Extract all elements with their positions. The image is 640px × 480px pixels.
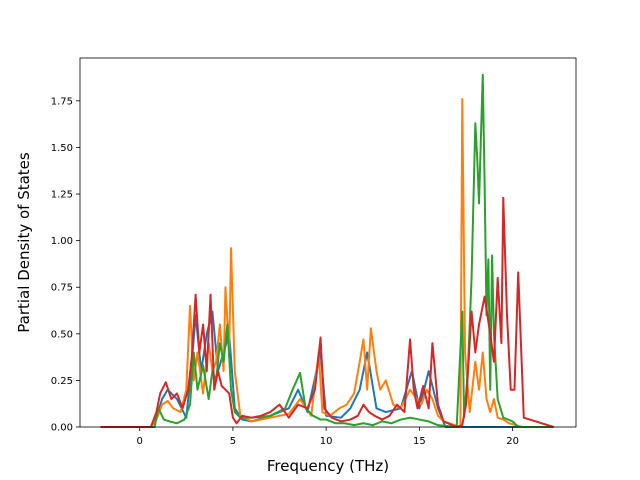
x-tick-label: 10 — [320, 436, 333, 447]
y-tick-label: 0.00 — [51, 423, 73, 434]
x-tick-label: 20 — [506, 436, 519, 447]
x-axis: 0 5 10 15 20 — [136, 427, 519, 447]
y-tick-label: 1.25 — [51, 190, 73, 201]
y-tick-label: 0.50 — [51, 329, 73, 340]
x-axis-title: Frequency (THz) — [267, 457, 389, 475]
axes-frame — [79, 57, 577, 428]
x-tick-label: 15 — [413, 436, 426, 447]
series-line-4 — [100, 196, 554, 428]
y-tick-label: 0.75 — [51, 283, 73, 294]
y-axis-title: Partial Density of States — [15, 152, 33, 333]
y-tick-label: 1.50 — [51, 143, 73, 154]
series-line-3 — [100, 73, 554, 428]
y-axis: 0.00 0.25 0.50 0.75 1.00 1.25 1.50 1.75 — [51, 96, 80, 434]
y-tick-label: 0.25 — [51, 376, 73, 387]
x-tick-label: 0 — [136, 436, 142, 447]
y-tick-label: 1.75 — [51, 96, 73, 107]
y-tick-label: 1.00 — [51, 236, 73, 247]
x-tick-label: 5 — [230, 436, 236, 447]
series-line-2 — [100, 98, 554, 428]
plot-area — [80, 58, 576, 427]
series-layer — [100, 73, 554, 428]
